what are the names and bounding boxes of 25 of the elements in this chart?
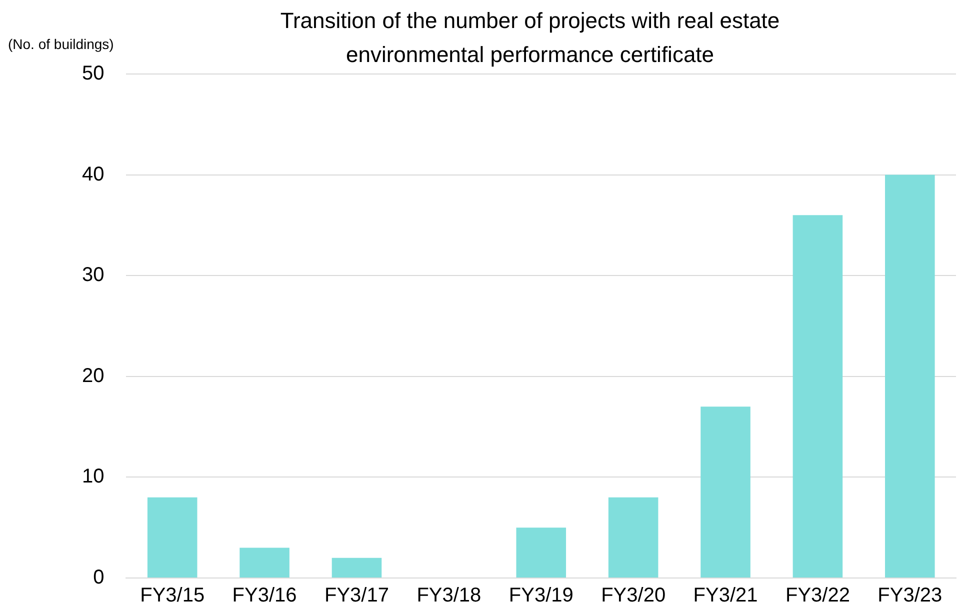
bar <box>332 558 382 578</box>
y-tick-label: 0 <box>93 566 104 589</box>
y-tick-label: 50 <box>82 62 104 85</box>
y-tick-label: 10 <box>82 466 104 488</box>
x-tick-label: FY3/15 <box>140 584 205 607</box>
x-tick-label: FY3/19 <box>508 584 574 607</box>
x-tick-label: FY3/16 <box>232 584 297 607</box>
bar <box>792 215 843 578</box>
x-tick-label: FY3/23 <box>878 584 942 607</box>
x-tick-label: FY3/22 <box>785 584 850 607</box>
bar <box>885 174 935 578</box>
x-tick-label: FY3/17 <box>324 584 389 607</box>
bar <box>608 497 658 578</box>
x-tick-label: FY3/18 <box>416 584 482 607</box>
bar <box>700 406 750 578</box>
y-tick-label: 40 <box>82 163 104 186</box>
y-tick-label: 30 <box>82 264 104 286</box>
y-axis-title: (No. of buildings) <box>8 36 114 52</box>
x-tick-label: FY3/21 <box>693 584 758 607</box>
bar <box>516 528 566 578</box>
bar <box>147 497 198 578</box>
chart-title: Transition of the number of projects with real estate environmental performance certificate <box>279 7 781 69</box>
bar <box>240 548 290 578</box>
y-tick-label: 20 <box>82 364 104 387</box>
x-tick-label: FY3/20 <box>601 584 666 607</box>
